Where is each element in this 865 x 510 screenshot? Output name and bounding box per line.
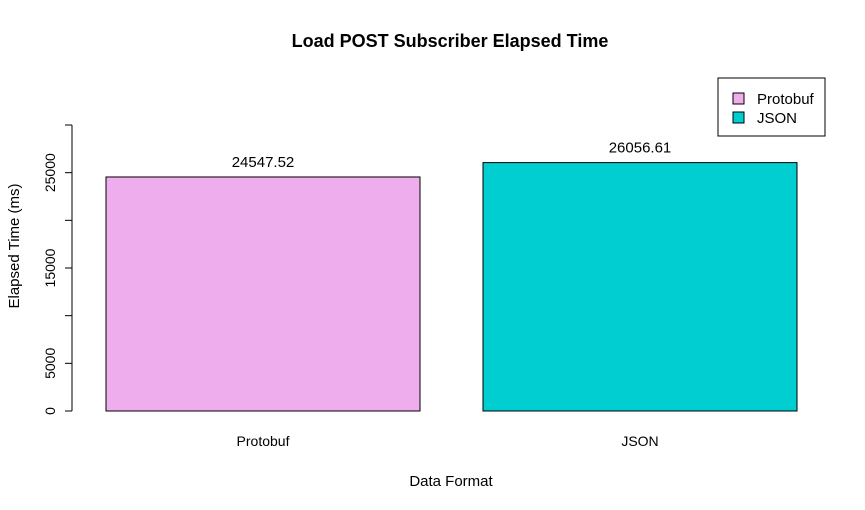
legend-swatch <box>732 92 745 105</box>
x-tick-labels: Protobuf JSON <box>237 433 659 449</box>
x-tick-label: JSON <box>621 433 658 449</box>
bar <box>105 176 421 412</box>
bars: 24547.52 26056.61 <box>105 140 798 412</box>
y-axis: 0 5000 15000 25000 <box>42 124 73 415</box>
y-axis-label: Elapsed Time (ms) <box>6 183 23 308</box>
legend-swatch <box>732 111 745 124</box>
y-tick-label: 5000 <box>42 348 58 379</box>
bar <box>482 162 798 412</box>
y-tick-label: 0 <box>42 407 58 415</box>
x-axis-label: Data Format <box>409 473 493 490</box>
y-tick-label: 25000 <box>42 153 58 192</box>
y-tick-label: 15000 <box>42 248 58 287</box>
bar-data-label: 26056.61 <box>609 140 672 157</box>
x-tick-label: Protobuf <box>237 433 290 449</box>
bar-data-label: 24547.52 <box>232 154 295 171</box>
legend-label: JSON <box>757 110 797 127</box>
legend: Protobuf JSON <box>717 77 826 137</box>
chart-title: Load POST Subscriber Elapsed Time <box>292 31 609 51</box>
legend-box <box>717 77 826 137</box>
legend-label: Protobuf <box>757 91 815 108</box>
